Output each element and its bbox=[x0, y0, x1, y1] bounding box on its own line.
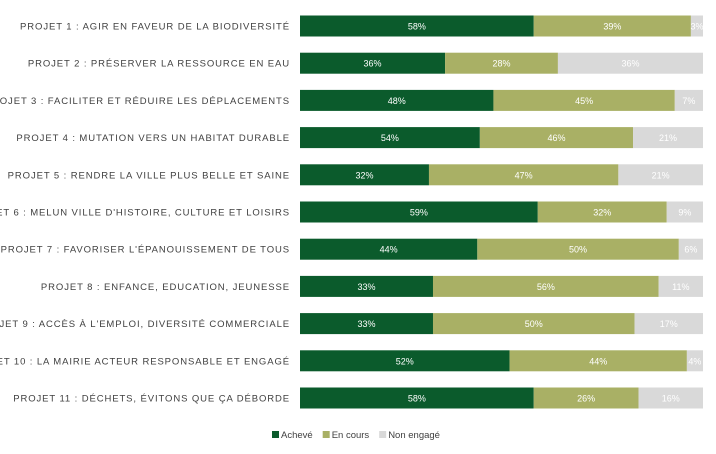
bar-segment bbox=[658, 275, 703, 297]
bar-segment bbox=[674, 89, 703, 111]
bar-segment bbox=[493, 89, 675, 111]
data-label: 48% bbox=[388, 96, 406, 106]
bar-segment bbox=[537, 201, 667, 223]
category-label: PROJET 8 : ENFANCE, EDUCATION, JEUNESSE bbox=[41, 282, 290, 293]
bar-segment bbox=[300, 313, 433, 335]
bar-segment bbox=[445, 52, 558, 74]
bar-segment bbox=[638, 387, 703, 409]
bar-segment bbox=[300, 164, 429, 186]
data-label: 33% bbox=[357, 282, 375, 292]
category-label: PROJET 5 : RENDRE LA VILLE PLUS BELLE ET… bbox=[8, 170, 290, 181]
bar-segment bbox=[666, 201, 703, 223]
bar-segment bbox=[557, 52, 703, 74]
bar-segment bbox=[432, 275, 659, 297]
category-label: PROJET 7 : FAVORISER L'ÉPANOUISSEMENT DE… bbox=[1, 245, 290, 256]
bar-segment bbox=[300, 387, 534, 409]
category-label: PROJET 6 : MELUN VILLE D'HISTOIRE, CULTU… bbox=[0, 208, 290, 219]
data-label: 54% bbox=[381, 133, 399, 143]
data-label: 50% bbox=[525, 319, 543, 329]
category-label: PROJET 4 : MUTATION VERS UN HABITAT DURA… bbox=[16, 133, 290, 144]
category-label: PROJET 11 : DÉCHETS, ÉVITONS QUE ÇA DÉBO… bbox=[13, 394, 290, 405]
bar-segment bbox=[618, 164, 703, 186]
data-label: 52% bbox=[396, 356, 414, 366]
bar-segment bbox=[300, 52, 446, 74]
data-label: 26% bbox=[577, 394, 595, 404]
data-label: 56% bbox=[537, 282, 555, 292]
bar-segment bbox=[300, 89, 494, 111]
category-label: PROJET 1 : AGIR EN FAVEUR DE LA BIODIVER… bbox=[20, 22, 290, 33]
legend-entry: Non engagé bbox=[388, 430, 440, 441]
data-label: 6% bbox=[684, 245, 697, 255]
data-label: 28% bbox=[492, 59, 510, 69]
data-label: 7% bbox=[682, 96, 695, 106]
data-label: 59% bbox=[410, 208, 428, 218]
data-label: 44% bbox=[589, 356, 607, 366]
data-label: 58% bbox=[408, 394, 426, 404]
bar-segment bbox=[533, 387, 639, 409]
data-label: 36% bbox=[621, 59, 639, 69]
data-label: 33% bbox=[357, 319, 375, 329]
bar-segment bbox=[432, 313, 635, 335]
legend-swatch bbox=[272, 431, 279, 438]
bar-segment bbox=[533, 15, 691, 37]
data-label: 3% bbox=[690, 22, 703, 32]
data-label: 9% bbox=[678, 208, 691, 218]
legend-swatch bbox=[379, 431, 387, 438]
bar-segment bbox=[300, 238, 478, 260]
bar-segment bbox=[634, 313, 703, 335]
category-label: PROJET 2 : PRÉSERVER LA RESSOURCE EN EAU bbox=[28, 59, 290, 70]
legend-entry: Achevé bbox=[281, 430, 313, 441]
bar-segment bbox=[633, 127, 703, 149]
bar-segment bbox=[686, 350, 703, 372]
data-label: 58% bbox=[408, 22, 426, 32]
data-label: 44% bbox=[380, 245, 398, 255]
data-label: 21% bbox=[652, 170, 670, 180]
legend-entry: En cours bbox=[332, 430, 370, 441]
data-label: 46% bbox=[547, 133, 565, 143]
bar-segment bbox=[690, 15, 703, 37]
bar-segment bbox=[300, 201, 538, 223]
data-label: 39% bbox=[603, 22, 621, 32]
data-label: 47% bbox=[515, 170, 533, 180]
data-label: 16% bbox=[662, 394, 680, 404]
category-label: PROJET 9 : ACCÈS À L'EMPLOI, DIVERSITÉ C… bbox=[0, 319, 290, 330]
data-label: 4% bbox=[688, 356, 701, 366]
data-label: 11% bbox=[672, 282, 689, 292]
data-label: 50% bbox=[569, 245, 587, 255]
bar-segment bbox=[300, 350, 510, 372]
legend-swatch bbox=[322, 431, 330, 438]
data-label: 36% bbox=[364, 59, 382, 69]
data-label: 17% bbox=[660, 319, 678, 329]
bar-segment bbox=[678, 238, 703, 260]
bar-segment bbox=[479, 127, 634, 149]
bar-segment bbox=[477, 238, 679, 260]
data-label: 45% bbox=[575, 96, 593, 106]
category-label: PROJET 10 : LA MAIRIE ACTEUR RESPONSABLE… bbox=[0, 356, 290, 367]
bar-segment bbox=[509, 350, 687, 372]
category-label: PROJET 3 : FACILITER ET RÉDUIRE LES DÉPL… bbox=[0, 96, 290, 107]
data-label: 32% bbox=[593, 208, 611, 218]
data-label: 21% bbox=[659, 133, 677, 143]
bar-segment bbox=[300, 127, 480, 149]
bar-segment bbox=[428, 164, 619, 186]
data-label: 32% bbox=[355, 170, 373, 180]
bar-segment bbox=[300, 15, 534, 37]
bar-segment bbox=[300, 275, 433, 297]
